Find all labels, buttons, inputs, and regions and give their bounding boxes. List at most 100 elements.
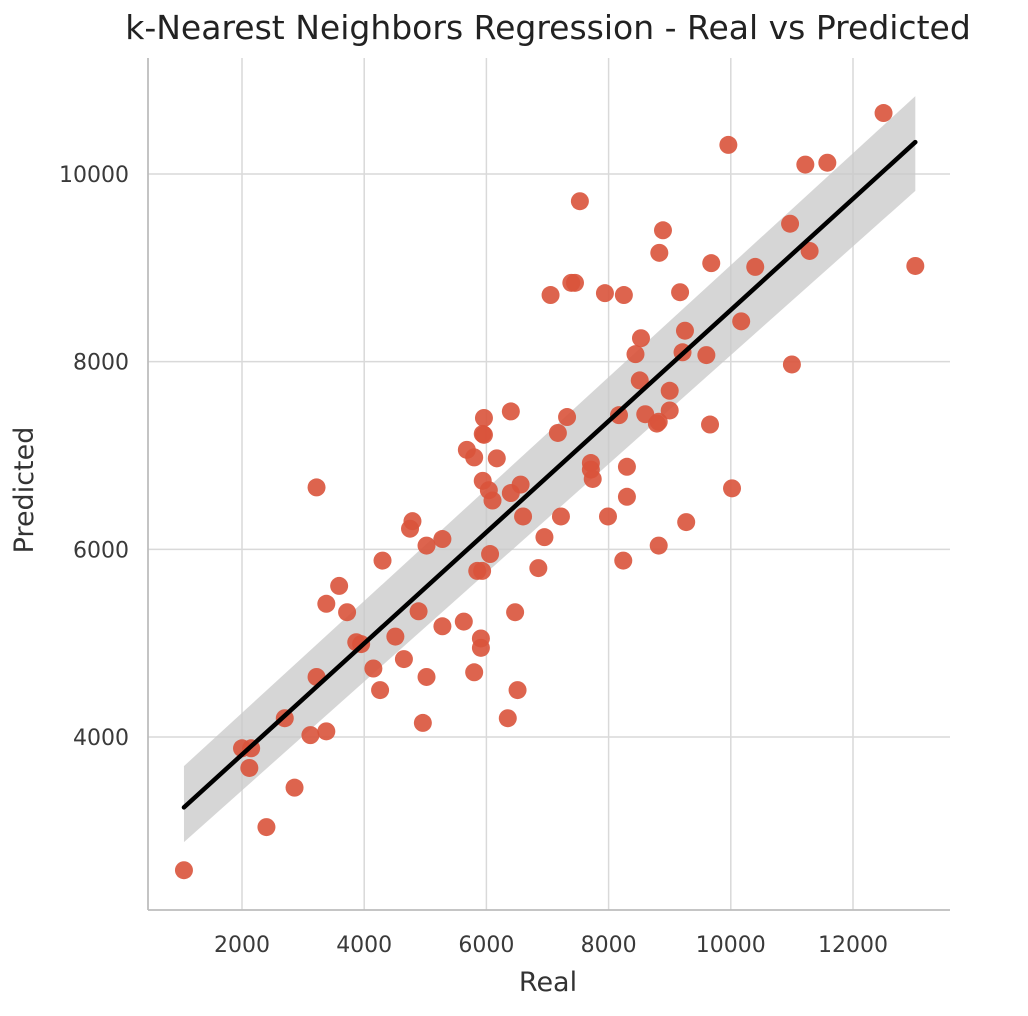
scatter-point xyxy=(782,355,801,374)
scatter-point xyxy=(501,402,520,421)
scatter-point xyxy=(386,627,405,646)
scatter-point xyxy=(697,346,716,365)
axes xyxy=(147,58,950,911)
scatter-point xyxy=(677,513,696,532)
scatter-point xyxy=(285,778,304,797)
x-tick-label: 4000 xyxy=(336,933,392,958)
scatter-point xyxy=(483,491,502,510)
y-tick-label: 4000 xyxy=(73,726,129,751)
y-tick-label: 10000 xyxy=(59,163,129,188)
x-tick-label: 10000 xyxy=(696,933,766,958)
scatter-point xyxy=(649,412,668,431)
scatter-point xyxy=(317,722,336,741)
scatter-point xyxy=(558,408,577,427)
scatter-point xyxy=(551,507,570,526)
scatter-point xyxy=(617,487,636,506)
scatter-point xyxy=(474,425,493,444)
scatter-point xyxy=(650,243,669,262)
scatter-point xyxy=(570,192,589,211)
scatter-point xyxy=(535,528,554,547)
scatter-point xyxy=(465,663,484,682)
scatter-point xyxy=(675,321,694,340)
scatter-point xyxy=(671,283,690,302)
scatter-point xyxy=(906,256,925,275)
scatter-point xyxy=(301,726,320,745)
x-tick-label: 8000 xyxy=(581,933,637,958)
y-tick-labels: 4000 6000 8000 10000 xyxy=(59,163,129,751)
scatter-point xyxy=(474,408,493,427)
scatter-point xyxy=(487,449,506,468)
scatter-point xyxy=(174,861,193,880)
scatter-point xyxy=(796,155,815,174)
scatter-point xyxy=(598,507,617,526)
scatter-point xyxy=(565,273,584,292)
scatter-point xyxy=(433,617,452,636)
scatter-point xyxy=(614,551,633,570)
scatter-point xyxy=(511,475,530,494)
chart-title: k-Nearest Neighbors Regression - Real vs… xyxy=(125,8,971,47)
scatter-point xyxy=(746,257,765,276)
x-tick-labels: 2000 4000 6000 8000 10000 12000 xyxy=(214,933,888,958)
scatter-point xyxy=(403,512,422,531)
scatter-point xyxy=(781,214,800,233)
scatter-point xyxy=(240,758,259,777)
y-axis-label: Predicted xyxy=(9,427,40,554)
scatter-point xyxy=(373,551,392,570)
scatter-point xyxy=(614,286,633,305)
scatter-point xyxy=(660,401,679,420)
scatter-point xyxy=(529,559,548,578)
scatter-point xyxy=(649,536,668,555)
scatter-point xyxy=(417,536,436,555)
x-tick-label: 2000 xyxy=(214,933,270,958)
scatter-point xyxy=(548,423,567,442)
scatter-point xyxy=(371,681,390,700)
scatter-point xyxy=(338,603,357,622)
x-axis-label: Real xyxy=(519,967,577,998)
scatter-point xyxy=(653,221,672,240)
scatter-point xyxy=(732,312,751,331)
scatter-point xyxy=(800,241,819,260)
regression-line xyxy=(181,139,918,810)
scatter-point xyxy=(394,650,413,669)
scatter-point xyxy=(701,415,720,434)
scatter-point xyxy=(364,659,383,678)
scatter-point xyxy=(719,135,738,154)
scatter-point xyxy=(317,594,336,613)
scatter-point xyxy=(583,469,602,488)
scatter-point xyxy=(506,603,525,622)
x-tick-label: 6000 xyxy=(458,933,514,958)
scatter-point xyxy=(498,709,517,728)
y-tick-label: 6000 xyxy=(73,538,129,563)
scatter-point xyxy=(471,638,490,657)
scatter-point xyxy=(433,530,452,549)
scatter-point xyxy=(609,406,628,425)
scatter-point xyxy=(508,681,527,700)
scatter-point xyxy=(514,507,533,526)
scatter-point xyxy=(413,713,432,732)
scatter-point xyxy=(818,153,837,172)
scatter-point xyxy=(630,371,649,390)
scatter-point xyxy=(595,284,614,303)
scatter-point xyxy=(454,612,473,631)
scatter-point xyxy=(874,104,893,123)
confidence-band-group xyxy=(183,96,916,843)
regression-line-group xyxy=(181,139,918,810)
scatter-point xyxy=(481,545,500,564)
scatter-point xyxy=(417,667,436,686)
scatter-point xyxy=(409,602,428,621)
x-tick-label: 12000 xyxy=(818,933,888,958)
scatter-point xyxy=(723,479,742,498)
scatter-point xyxy=(473,561,492,580)
scatter-point xyxy=(626,345,645,364)
scatter-point xyxy=(257,818,276,837)
scatter-point xyxy=(330,576,349,595)
scatter-point xyxy=(660,381,679,400)
scatter-point xyxy=(617,457,636,476)
scatter-point xyxy=(702,254,721,273)
scatter-point xyxy=(465,448,484,467)
confidence-band xyxy=(183,96,916,843)
scatter-point xyxy=(541,286,560,305)
scatter-point xyxy=(631,329,650,348)
